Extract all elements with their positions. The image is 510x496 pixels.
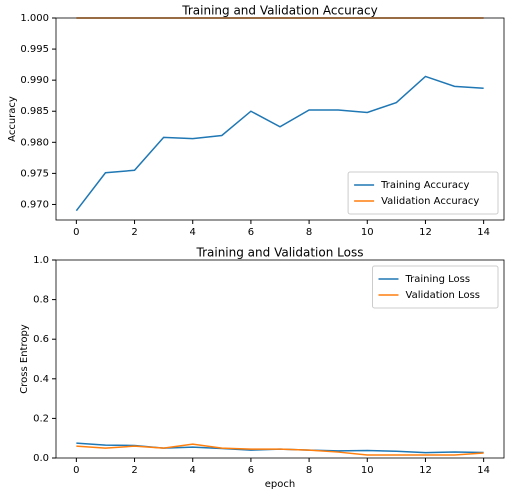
y-tick-label: 0.990 bbox=[20, 75, 49, 86]
chart: Training and Validation Accuracy 0 2 4 6 8 10 1… bbox=[7, 4, 505, 238]
y-tick-label: 0.995 bbox=[20, 44, 49, 55]
x-tick-label: 8 bbox=[306, 227, 312, 238]
x-tick-label: 12 bbox=[419, 227, 432, 238]
axes-frame bbox=[55, 17, 505, 221]
data-line bbox=[76, 443, 484, 456]
x-tick-label: 12 bbox=[419, 465, 432, 476]
x-tick-label: 2 bbox=[131, 465, 137, 476]
legend-label: Training Accuracy bbox=[380, 180, 469, 191]
y-axis-label: Cross Entropy bbox=[19, 324, 30, 394]
y-tick-label: 0.8 bbox=[33, 295, 49, 306]
y-tick-label: 1.000 bbox=[20, 13, 49, 24]
y-tick-label: 0.970 bbox=[20, 199, 49, 210]
legend-label: Training Loss bbox=[405, 274, 471, 285]
y-tick-label: 0.980 bbox=[20, 137, 49, 148]
legend-box bbox=[347, 171, 499, 215]
x-tick-label: 10 bbox=[361, 465, 374, 476]
y-tick-label: 0.4 bbox=[33, 374, 49, 385]
x-tick-label: 14 bbox=[477, 465, 490, 476]
y-tick-label: 0.0 bbox=[33, 453, 49, 464]
x-tick-label: 6 bbox=[248, 227, 254, 238]
chart-title: Training and Validation Loss bbox=[196, 246, 364, 260]
data-line bbox=[76, 442, 484, 454]
x-tick-label: 6 bbox=[248, 465, 254, 476]
y-tick-label: 0.975 bbox=[20, 168, 49, 179]
legend-box bbox=[372, 265, 499, 309]
x-tick-label: 2 bbox=[131, 227, 137, 238]
chart: Training and Validation Loss 0 2 4 6 8 10 12 14 0… bbox=[19, 246, 505, 490]
legend-label: Validation Loss bbox=[406, 290, 481, 301]
legend-label: Validation Accuracy bbox=[381, 196, 479, 207]
y-tick-label: 1.0 bbox=[33, 255, 49, 266]
x-tick-label: 4 bbox=[190, 465, 196, 476]
x-tick-label: 14 bbox=[477, 227, 490, 238]
x-axis-label: epoch bbox=[265, 479, 295, 490]
chart-title: Training and Validation Accuracy bbox=[181, 4, 377, 18]
y-axis-label: Accuracy bbox=[7, 96, 18, 142]
data-line bbox=[75, 75, 484, 212]
y-tick-label: 0.6 bbox=[33, 334, 49, 345]
x-tick-label: 0 bbox=[73, 227, 79, 238]
y-tick-label: 0.985 bbox=[20, 106, 49, 117]
x-tick-label: 8 bbox=[306, 465, 312, 476]
axes-frame bbox=[55, 259, 505, 459]
x-tick-label: 0 bbox=[73, 465, 79, 476]
x-tick-label: 10 bbox=[361, 227, 374, 238]
y-tick-label: 0.2 bbox=[33, 413, 49, 424]
x-tick-label: 4 bbox=[190, 227, 196, 238]
